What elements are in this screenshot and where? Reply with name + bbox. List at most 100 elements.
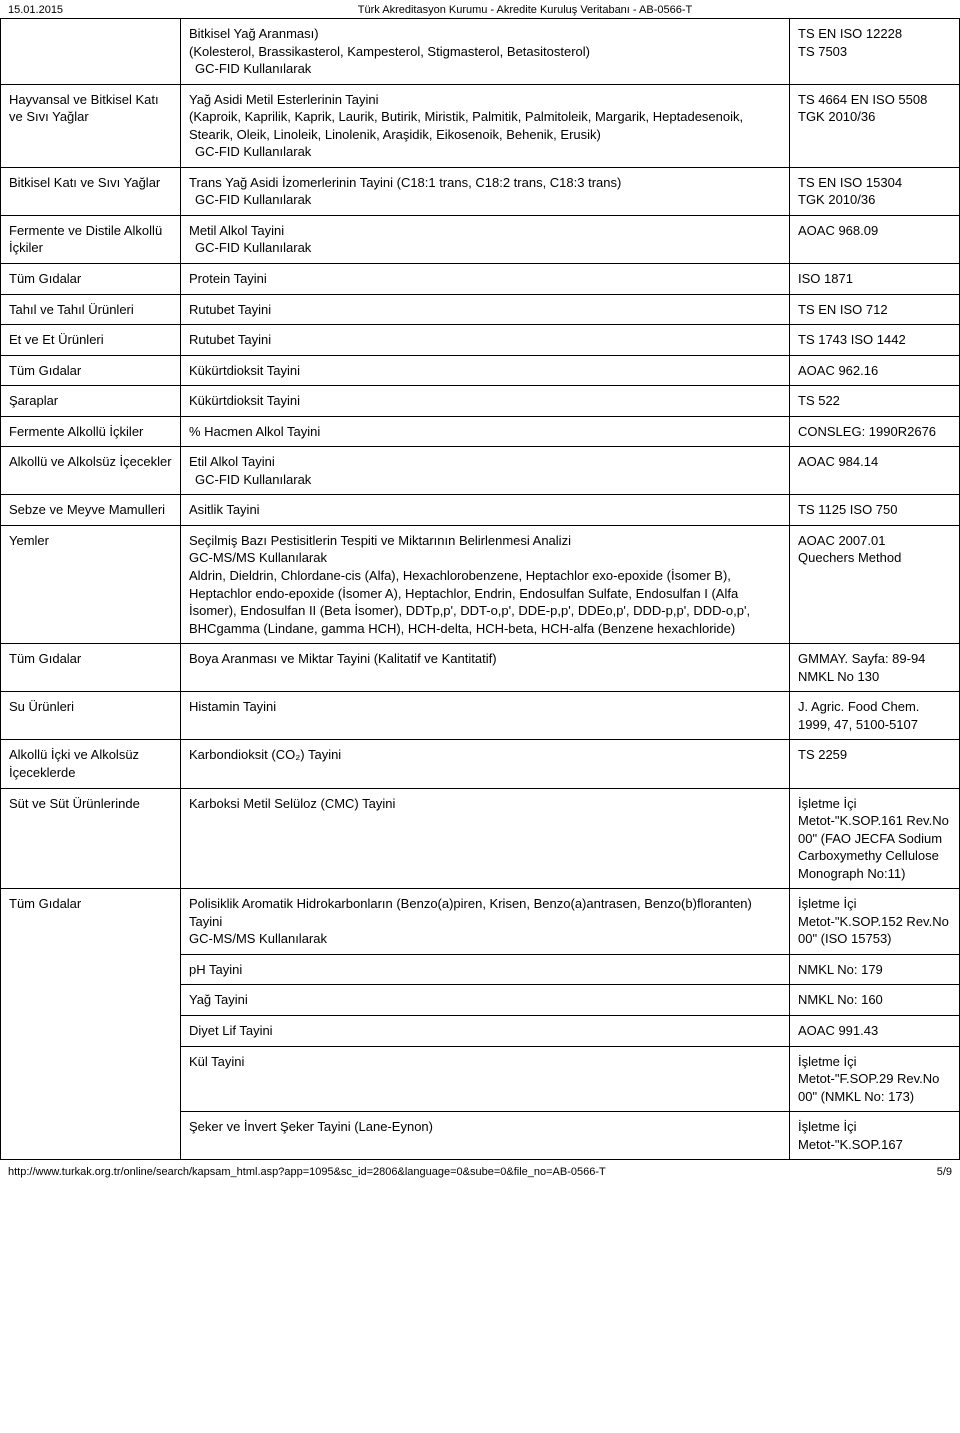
- test-description: Bitkisel Yağ Aranması) (Kolesterol, Bras…: [189, 26, 590, 59]
- standard-cell: TS 1743 ISO 1442: [790, 325, 960, 356]
- standard-cell: TS 1125 ISO 750: [790, 495, 960, 526]
- test-description: Histamin Tayini: [189, 699, 276, 714]
- accreditation-table: Bitkisel Yağ Aranması) (Kolesterol, Bras…: [0, 18, 960, 1160]
- table-row: Su ÜrünleriHistamin TayiniJ. Agric. Food…: [1, 692, 960, 740]
- scope-cell: Yemler: [1, 525, 181, 643]
- header-title: Türk Akreditasyon Kurumu - Akredite Kuru…: [98, 4, 952, 16]
- test-description: Trans Yağ Asidi İzomerlerinin Tayini (C1…: [189, 175, 621, 190]
- test-description: Rutubet Tayini: [189, 302, 271, 317]
- test-cell: Kükürtdioksit Tayini: [181, 355, 790, 386]
- test-cell: Asitlik Tayini: [181, 495, 790, 526]
- test-method: GC-FID Kullanılarak: [189, 191, 781, 209]
- test-description: Kül Tayini: [189, 1054, 244, 1069]
- test-description: Polisiklik Aromatik Hidrokarbonların (Be…: [189, 896, 752, 946]
- table-row: Bitkisel Katı ve Sıvı Yağlar Trans Yağ As…: [1, 167, 960, 215]
- test-cell: Trans Yağ Asidi İzomerlerinin Tayini (C1…: [181, 167, 790, 215]
- table-row: Bitkisel Yağ Aranması) (Kolesterol, Bras…: [1, 19, 960, 85]
- footer-url: http://www.turkak.org.tr/online/search/k…: [8, 1166, 606, 1178]
- document-page: 15.01.2015 Türk Akreditasyon Kurumu - Ak…: [0, 0, 960, 1182]
- test-method: GC-FID Kullanılarak: [189, 143, 781, 161]
- table-row: Tüm GıdalarBoya Aranması ve Miktar Tayin…: [1, 644, 960, 692]
- footer-page-number: 5/9: [937, 1166, 952, 1178]
- table-row: Alkollü ve Alkolsüz İçeceklerEtil Alkol …: [1, 447, 960, 495]
- scope-cell: Şaraplar: [1, 386, 181, 417]
- standard-cell: İşletme İçi Metot-"F.SOP.29 Rev.No 00" (…: [790, 1046, 960, 1112]
- table-row: Fermente Alkollü İçkiler % Hacmen Alkol T…: [1, 416, 960, 447]
- table-row: Şaraplar Kükürtdioksit Tayini TS 522: [1, 386, 960, 417]
- test-cell: Kül Tayini: [181, 1046, 790, 1112]
- scope-cell: Hayvansal ve Bitkisel Katı ve Sıvı Yağla…: [1, 84, 181, 167]
- standard-cell: İşletme İçi Metot-"K.SOP.161 Rev.No 00" …: [790, 788, 960, 889]
- scope-cell: Tüm Gıdalar: [1, 264, 181, 295]
- standard-cell: İşletme İçi Metot-"K.SOP.152 Rev.No 00" …: [790, 889, 960, 955]
- standard-cell: AOAC 2007.01 Quechers Method: [790, 525, 960, 643]
- test-cell: Protein Tayini: [181, 264, 790, 295]
- table-row: Süt ve Süt ÜrünlerindeKarboksi Metil Sel…: [1, 788, 960, 889]
- standard-cell: AOAC 984.14: [790, 447, 960, 495]
- test-cell: Yağ Tayini: [181, 985, 790, 1016]
- table-row: Tüm GıdalarPolisiklik Aromatik Hidrokarb…: [1, 889, 960, 955]
- scope-cell: Sebze ve Meyve Mamulleri: [1, 495, 181, 526]
- test-description: Protein Tayini: [189, 271, 267, 286]
- test-description: Diyet Lif Tayini: [189, 1023, 273, 1038]
- table-row: Tahıl ve Tahıl ÜrünleriRutubet TayiniTS …: [1, 294, 960, 325]
- test-cell: Histamin Tayini: [181, 692, 790, 740]
- scope-cell: Et ve Et Ürünleri: [1, 325, 181, 356]
- standard-cell: TS EN ISO 15304 TGK 2010/36: [790, 167, 960, 215]
- page-header: 15.01.2015 Türk Akreditasyon Kurumu - Ak…: [0, 0, 960, 18]
- test-cell: % Hacmen Alkol Tayini: [181, 416, 790, 447]
- table-row: Alkollü İçki ve Alkolsüz İçeceklerdeKarb…: [1, 740, 960, 788]
- test-cell: Etil Alkol Tayini GC-FID Kullanılarak: [181, 447, 790, 495]
- standard-cell: AOAC 962.16: [790, 355, 960, 386]
- standard-cell: NMKL No: 179: [790, 954, 960, 985]
- table-row: Et ve Et ÜrünleriRutubet TayiniTS 1743 I…: [1, 325, 960, 356]
- test-description: pH Tayini: [189, 962, 242, 977]
- test-cell: Şeker ve İnvert Şeker Tayini (Lane-Eynon…: [181, 1112, 790, 1160]
- scope-cell: Tüm Gıdalar: [1, 355, 181, 386]
- scope-cell: Fermente Alkollü İçkiler: [1, 416, 181, 447]
- standard-cell: GMMAY. Sayfa: 89-94 NMKL No 130: [790, 644, 960, 692]
- test-description: Kükürtdioksit Tayini: [189, 363, 300, 378]
- scope-cell: [1, 19, 181, 85]
- standard-cell: CONSLEG: 1990R2676: [790, 416, 960, 447]
- test-method: GC-FID Kullanılarak: [189, 471, 781, 489]
- header-date: 15.01.2015: [8, 4, 98, 16]
- test-description: % Hacmen Alkol Tayini: [189, 424, 320, 439]
- test-cell: Diyet Lif Tayini: [181, 1015, 790, 1046]
- test-cell: Rutubet Tayini: [181, 294, 790, 325]
- table-row: Hayvansal ve Bitkisel Katı ve Sıvı Yağla…: [1, 84, 960, 167]
- test-description: Kükürtdioksit Tayini: [189, 393, 300, 408]
- test-cell: Seçilmiş Bazı Pestisitlerin Tespiti ve M…: [181, 525, 790, 643]
- standard-cell: TS 2259: [790, 740, 960, 788]
- test-description: Şeker ve İnvert Şeker Tayini (Lane-Eynon…: [189, 1119, 433, 1134]
- scope-cell: Su Ürünleri: [1, 692, 181, 740]
- scope-cell: Bitkisel Katı ve Sıvı Yağlar: [1, 167, 181, 215]
- test-cell: Karboksi Metil Selüloz (CMC) Tayini: [181, 788, 790, 889]
- test-cell: Kükürtdioksit Tayini: [181, 386, 790, 417]
- test-cell: pH Tayini: [181, 954, 790, 985]
- test-cell: Bitkisel Yağ Aranması) (Kolesterol, Bras…: [181, 19, 790, 85]
- standard-cell: TS 522: [790, 386, 960, 417]
- test-description: Yağ Asidi Metil Esterlerinin Tayini (Kap…: [189, 92, 743, 142]
- page-footer: http://www.turkak.org.tr/online/search/k…: [0, 1160, 960, 1182]
- test-cell: Karbondioksit (CO₂) Tayini: [181, 740, 790, 788]
- test-cell: Polisiklik Aromatik Hidrokarbonların (Be…: [181, 889, 790, 955]
- test-cell: Yağ Asidi Metil Esterlerinin Tayini (Kap…: [181, 84, 790, 167]
- scope-cell: Tüm Gıdalar: [1, 889, 181, 1160]
- test-description: Karboksi Metil Selüloz (CMC) Tayini: [189, 796, 395, 811]
- scope-cell: Fermente ve Distile Alkollü İçkiler: [1, 215, 181, 263]
- test-description: Seçilmiş Bazı Pestisitlerin Tespiti ve M…: [189, 533, 750, 636]
- test-cell: Metil Alkol TayiniGC-FID Kullanılarak: [181, 215, 790, 263]
- scope-cell: Alkollü ve Alkolsüz İçecekler: [1, 447, 181, 495]
- standard-cell: İşletme İçi Metot-"K.SOP.167: [790, 1112, 960, 1160]
- test-cell: Rutubet Tayini: [181, 325, 790, 356]
- test-description: Etil Alkol Tayini: [189, 454, 275, 469]
- test-method: GC-FID Kullanılarak: [189, 60, 781, 78]
- table-row: Tüm Gıdalar Kükürtdioksit Tayini AOAC 962.…: [1, 355, 960, 386]
- test-cell: Boya Aranması ve Miktar Tayini (Kalitati…: [181, 644, 790, 692]
- table-row: Tüm GıdalarProtein TayiniISO 1871: [1, 264, 960, 295]
- test-description: Karbondioksit (CO₂) Tayini: [189, 747, 341, 762]
- scope-cell: Tüm Gıdalar: [1, 644, 181, 692]
- table-row: Sebze ve Meyve MamulleriAsitlik TayiniTS…: [1, 495, 960, 526]
- standard-cell: AOAC 968.09: [790, 215, 960, 263]
